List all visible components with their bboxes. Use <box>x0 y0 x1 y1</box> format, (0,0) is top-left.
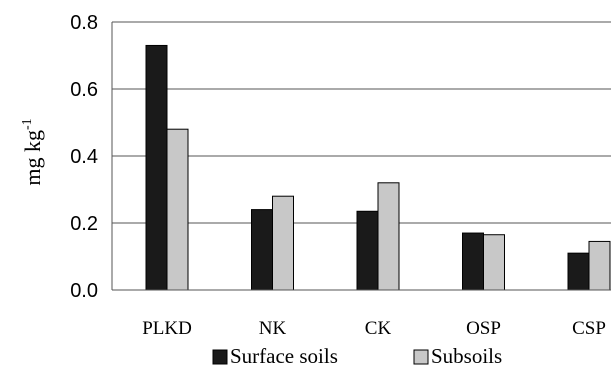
y-tick-label: 0.2 <box>70 213 98 235</box>
legend-swatch-subsoils <box>413 349 429 365</box>
y-tick-label: 0.8 <box>70 12 98 34</box>
legend-label-surface: Surface soils <box>230 344 338 368</box>
x-tick-labels: PLKD NK CK OSP CSP <box>142 318 606 339</box>
x-tick-label: NK <box>259 318 287 339</box>
legend: Surface soils Subsoils <box>212 344 502 368</box>
axes <box>111 22 611 291</box>
legend-label-subsoils: Subsoils <box>431 344 502 368</box>
y-axis-label-sup: -1 <box>20 118 35 130</box>
y-tick-labels: 0.0 0.2 0.4 0.6 0.8 <box>70 12 98 302</box>
y-axis-label: mg kg-1 <box>20 118 45 185</box>
y-axis-label-main: mg kg <box>20 130 45 186</box>
bars <box>145 44 611 291</box>
bar-surface-csp <box>567 252 590 291</box>
bar-surface-osp <box>462 232 484 291</box>
y-tick-label: 0.4 <box>70 146 98 168</box>
bar-surface-nk <box>251 209 273 291</box>
y-tick-label: 0.0 <box>70 280 98 302</box>
bar-subsoils-ck <box>377 182 400 291</box>
bar-surface-ck <box>356 210 379 291</box>
bar-subsoils-plkd <box>166 128 189 291</box>
x-tick-label: CSP <box>572 318 606 339</box>
legend-swatch-surface <box>212 349 228 365</box>
y-tick-label: 0.6 <box>70 79 98 101</box>
bar-subsoils-csp <box>588 240 611 291</box>
x-tick-label: CK <box>365 318 392 339</box>
bar-subsoils-nk <box>272 195 294 291</box>
x-tick-label: PLKD <box>142 318 192 339</box>
bar-surface-plkd <box>145 44 168 291</box>
x-tick-label: OSP <box>466 318 501 339</box>
bar-subsoils-osp <box>483 234 505 291</box>
